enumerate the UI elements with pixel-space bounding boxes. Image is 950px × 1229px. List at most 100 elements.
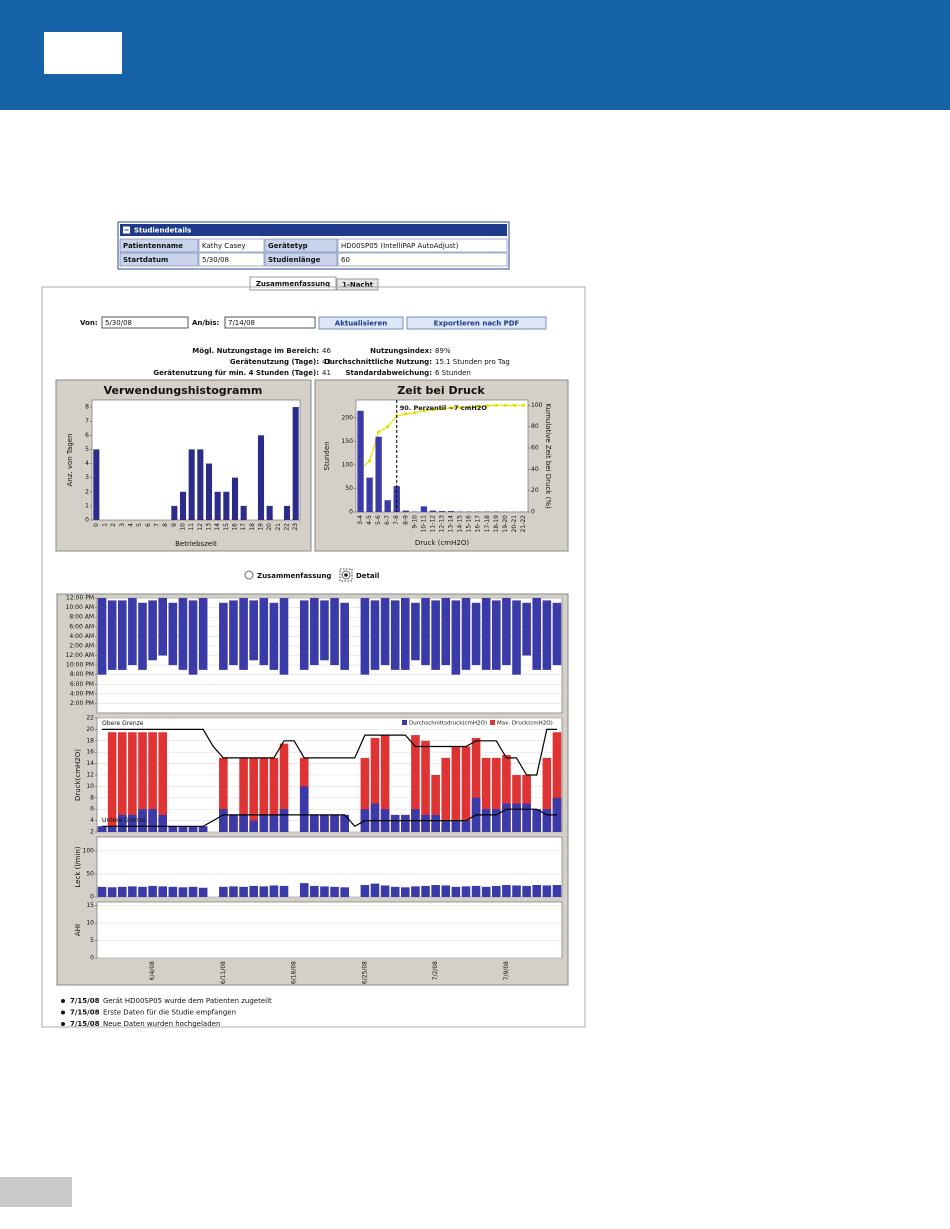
bar <box>178 826 188 832</box>
cell-label: Startdatum <box>123 256 168 264</box>
y-tick-label: 10:00 AM <box>66 604 94 611</box>
stat-label: Mögl. Nutzungstage im Bereich: <box>192 347 319 355</box>
bar <box>401 887 410 897</box>
y2-tick-label: 80 <box>531 423 539 430</box>
event-date: 7/15/08 <box>70 1009 100 1017</box>
y-tick-label: 6:00 PM <box>70 681 94 688</box>
y-tick-label: 14 <box>86 760 94 767</box>
bar <box>441 757 451 832</box>
bar <box>97 886 107 897</box>
from-input[interactable] <box>101 316 189 329</box>
details-title: Studiendetails <box>134 227 191 235</box>
button-label: Aktualisieren <box>335 320 387 328</box>
chart-title: Verwendungshistogramm <box>104 384 263 397</box>
stat-label: Gerätenutzung (Tage): <box>230 358 319 366</box>
x-tick-label: 20-21 <box>511 515 518 533</box>
bar <box>512 803 521 832</box>
usage-bar <box>451 600 461 675</box>
focus-box <box>339 568 353 582</box>
stat-value: 15.1 Stunden pro Tag <box>435 358 510 366</box>
y-tick-label: 4:00 PM <box>70 690 94 697</box>
x-tick-label: 6/25/08 <box>361 961 368 984</box>
event-text: Neue Daten wurden hochgeladen <box>103 1020 220 1028</box>
stat-value: 89% <box>435 347 451 355</box>
bar <box>310 885 319 897</box>
x-tick-label: 14 <box>214 523 221 531</box>
x-tick-label: 2 <box>110 523 117 527</box>
label-cell <box>264 252 338 267</box>
bar <box>259 757 269 832</box>
bar <box>360 757 370 832</box>
y-tick-label: 12 <box>86 772 94 779</box>
usage-bar <box>299 600 309 670</box>
line-marker <box>431 408 435 412</box>
bar <box>320 886 329 897</box>
line-marker <box>440 406 444 411</box>
stat-label: Gerätenutzung für min. 4 Stunden (Tage): <box>153 369 319 377</box>
usage-bar <box>411 602 420 661</box>
y2-tick-label: 40 <box>531 466 539 473</box>
y-axis-label: AHI <box>74 924 82 936</box>
radio-label: Zusammenfassung <box>257 572 331 580</box>
x-tick-label: 7/2/08 <box>432 961 439 980</box>
x-tick-label: 20 <box>266 523 273 531</box>
bar <box>375 436 382 512</box>
bar <box>384 500 391 512</box>
radio[interactable] <box>244 570 254 580</box>
line-marker <box>494 403 498 407</box>
bullet <box>61 999 65 1003</box>
bar <box>340 887 349 897</box>
usage-bar <box>310 598 319 666</box>
usage-bar <box>401 598 410 670</box>
x-tick-label: 21 <box>275 523 282 531</box>
tab[interactable] <box>336 278 379 291</box>
bar <box>502 755 511 832</box>
bar <box>357 410 364 512</box>
bar <box>451 886 461 897</box>
y-tick-label: 18 <box>86 737 94 744</box>
y-tick-label: 2 <box>90 829 94 836</box>
bar <box>390 886 400 897</box>
bar <box>148 809 157 832</box>
bar <box>257 435 265 520</box>
stat-label: Durchschnittliche Nutzung: <box>324 358 432 366</box>
y-tick-label: 4 <box>90 817 94 824</box>
bar <box>380 735 390 832</box>
details-header[interactable] <box>120 224 507 236</box>
bar <box>259 886 269 897</box>
bar <box>481 886 491 897</box>
bar <box>330 814 339 832</box>
usage-bar <box>360 598 370 675</box>
bar <box>171 505 178 520</box>
bar <box>249 820 258 832</box>
usage-bar <box>330 598 339 666</box>
usage-bar <box>219 602 228 670</box>
to-input[interactable] <box>224 316 316 329</box>
bar <box>188 449 195 520</box>
bar <box>279 885 289 897</box>
y-tick-label: 0 <box>90 894 94 901</box>
bar <box>205 463 213 520</box>
bar <box>411 886 420 897</box>
cell-value: 60 <box>341 256 350 264</box>
bar <box>340 814 349 832</box>
y-tick-label: 10 <box>86 783 94 790</box>
usage-bar <box>340 602 349 670</box>
bar <box>158 814 168 832</box>
stat-value: 6 Stunden <box>435 369 471 377</box>
y-tick-label: 2:00 PM <box>70 700 94 707</box>
stats: Mögl. Nutzungstage im Bereich: 46Gerätenu… <box>153 347 509 377</box>
usage-bar <box>128 598 137 666</box>
bar <box>370 803 380 832</box>
refresh-button[interactable] <box>318 316 404 330</box>
y-tick-label: 100 <box>83 847 95 854</box>
stat-value: 41 <box>322 369 331 377</box>
export-button[interactable] <box>406 316 547 330</box>
usage-bar <box>522 602 531 656</box>
y-tick-label: 200 <box>342 414 354 421</box>
bar <box>229 886 238 897</box>
event-text: Gerät HD00SP05 wurde dem Patienten zuget… <box>103 997 272 1005</box>
bar <box>219 886 228 897</box>
bar <box>522 885 531 897</box>
bar <box>279 743 289 832</box>
